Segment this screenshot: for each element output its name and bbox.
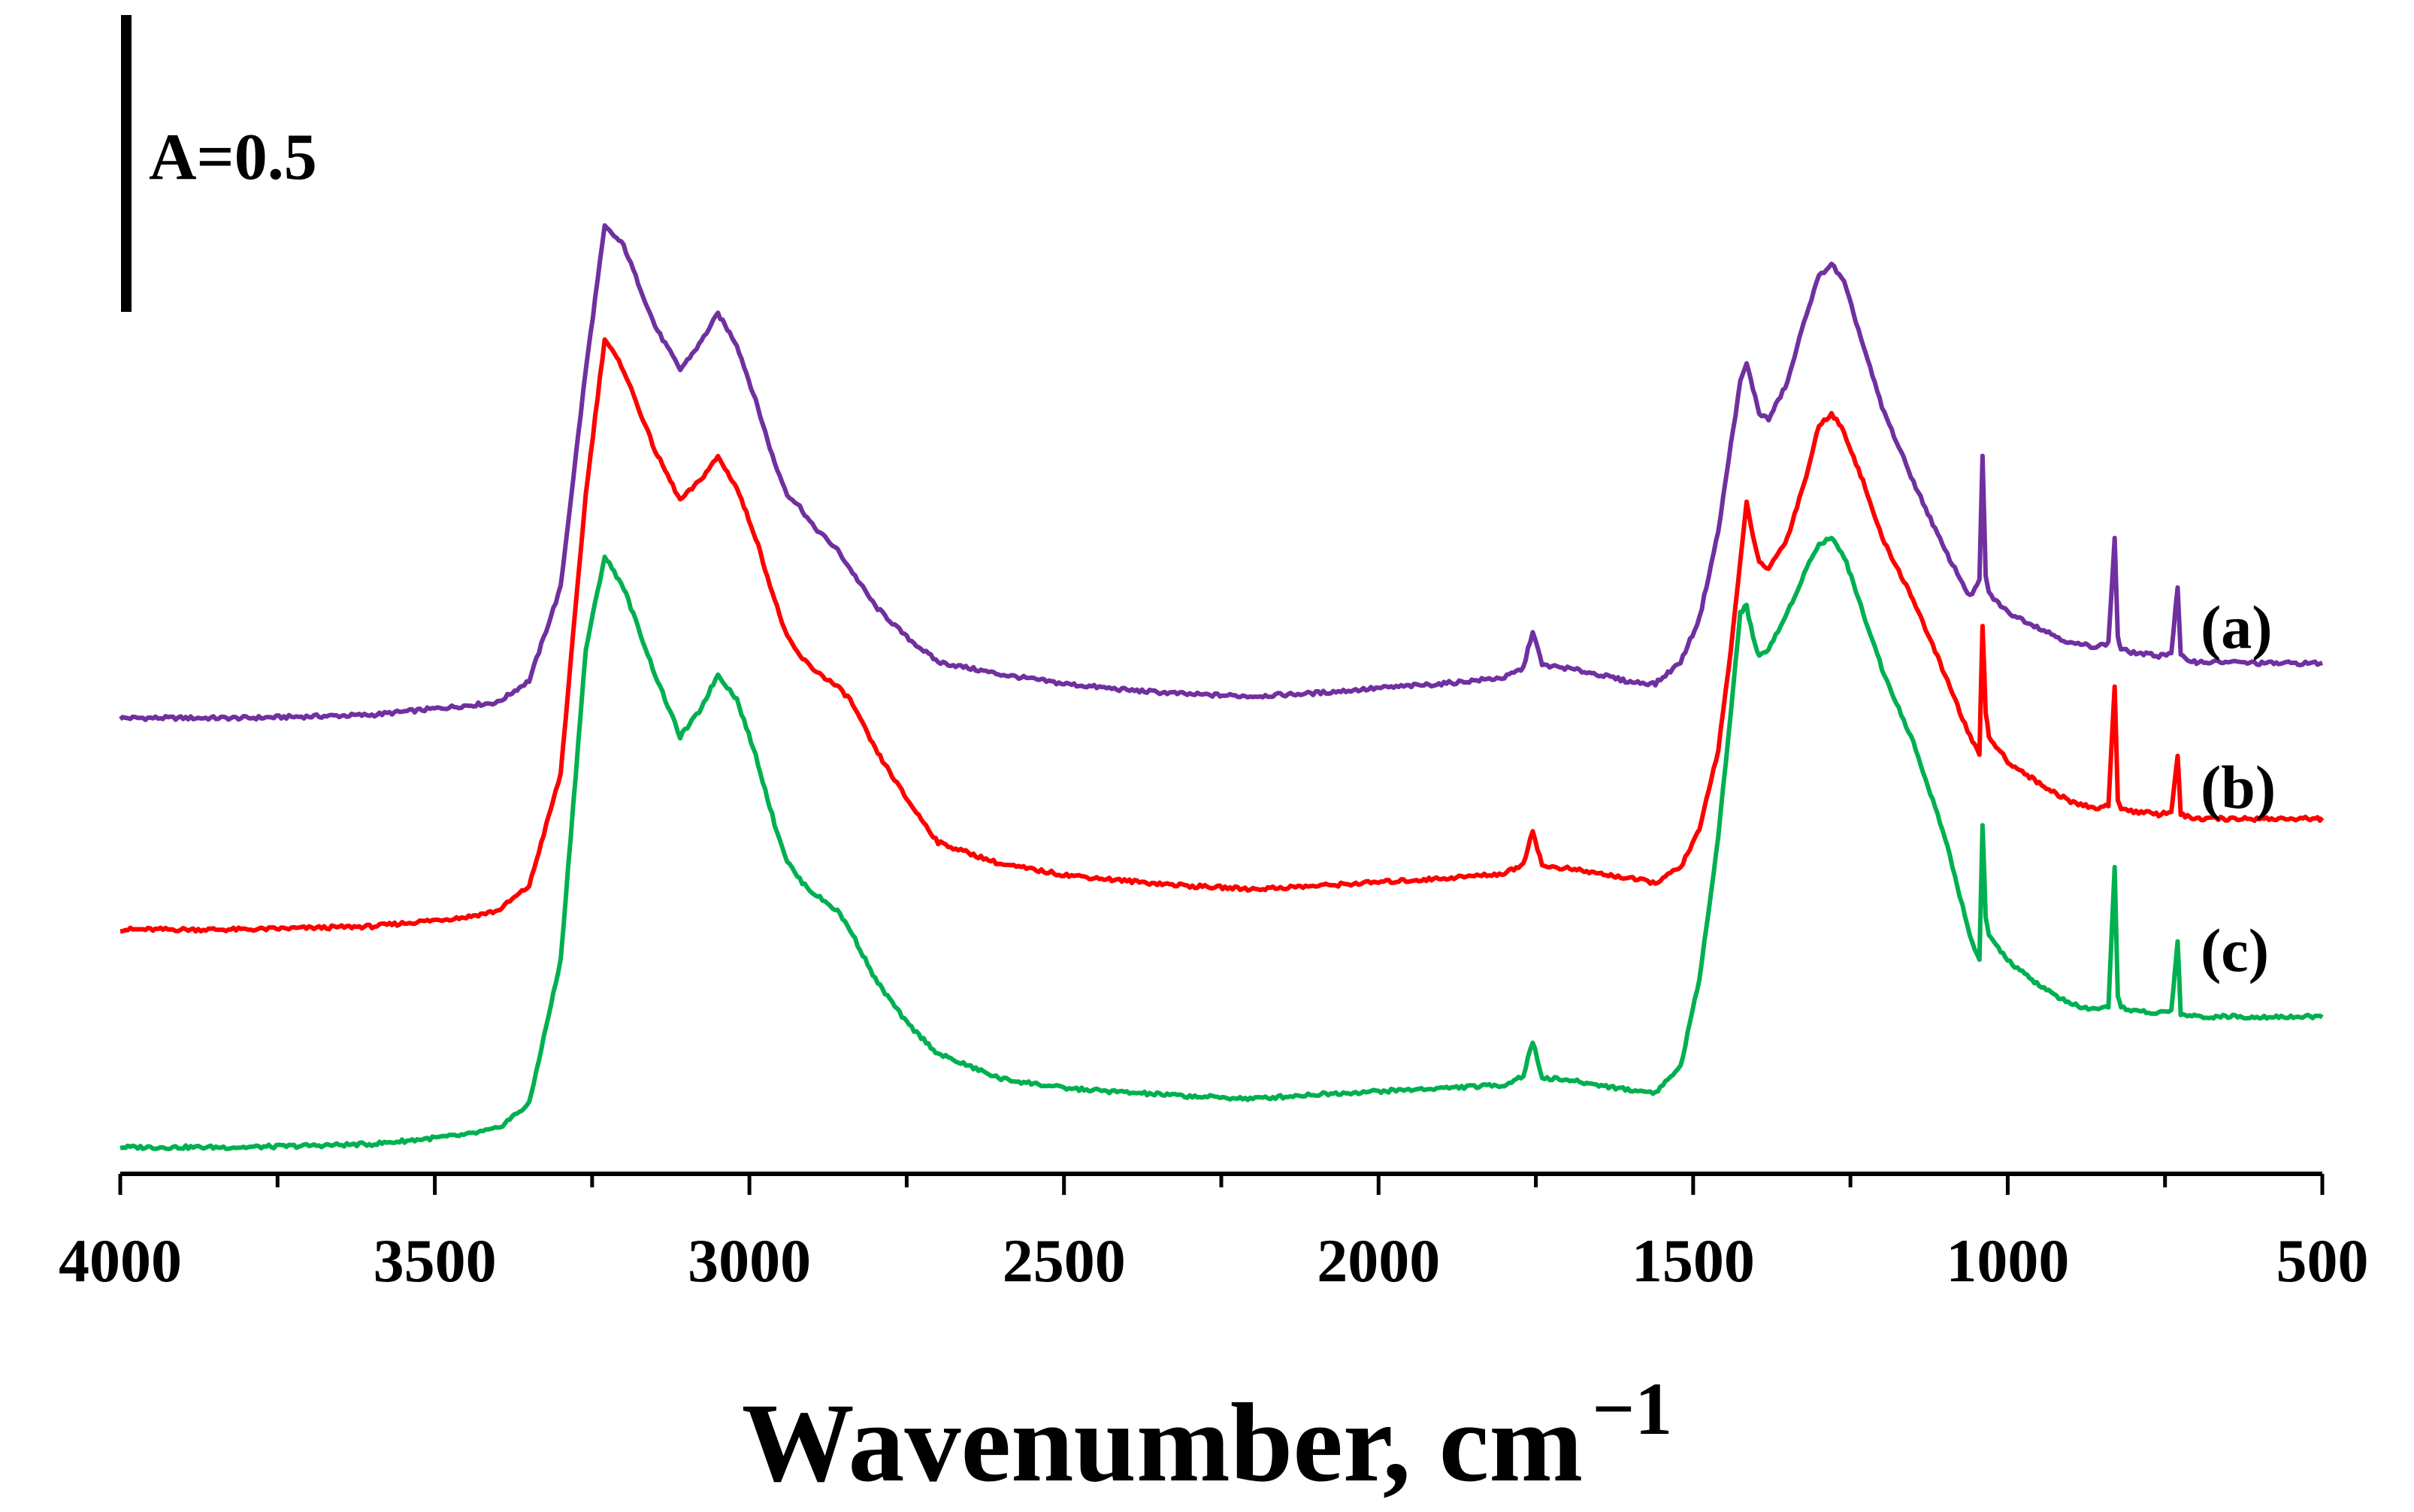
series-line-b [119,337,2325,934]
series-line-a [119,223,2324,722]
series-group [119,223,2325,1151]
x-tick-label-3000: 3000 [688,1226,811,1295]
x-tick-label-500: 500 [2276,1226,2369,1295]
x-tick-label-2500: 2500 [1003,1226,1126,1295]
x-tick-label-1000: 1000 [1946,1226,2069,1295]
series-line-c [119,535,2324,1151]
series-label-a: (a) [2201,593,2273,661]
x-axis-title-text: Wavenumber, cm [742,1380,1583,1505]
x-tick-label-2000: 2000 [1317,1226,1440,1295]
x-tick-label-1500: 1500 [1632,1226,1755,1295]
series-label-c: (c) [2201,916,2269,984]
series-label-b: (b) [2201,753,2276,821]
x-tick-label-4000: 4000 [59,1226,182,1295]
x-ticks: 4000 3500 3000 2500 2000 1500 1000 500 [59,1174,2369,1295]
x-axis-title: Wavenumber, cm −1 [742,1367,1672,1505]
x-axis-title-superscript: −1 [1592,1367,1672,1450]
scale-bar-label: A=0.5 [149,121,317,194]
x-tick-label-3500: 3500 [374,1226,497,1295]
